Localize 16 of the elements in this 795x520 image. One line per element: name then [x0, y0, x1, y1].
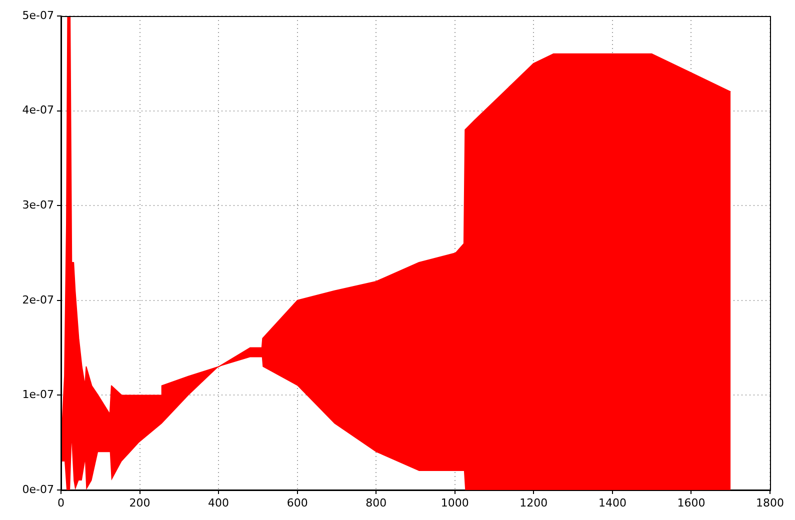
- y-tick-label: 4e-07: [22, 104, 54, 117]
- x-tick-label: 1000: [440, 496, 469, 510]
- x-tick-label: 1400: [598, 496, 626, 510]
- x-tick-label: 800: [366, 496, 387, 510]
- x-tick-label: 600: [286, 496, 308, 510]
- y-tick-label: 0e-07: [22, 482, 54, 496]
- x-tick-label: 400: [208, 496, 230, 510]
- x-tick-label: 1600: [677, 496, 706, 510]
- x-tick-label: 1800: [756, 496, 784, 510]
- x-tick-label: 1200: [520, 496, 548, 510]
- y-tick-label: 5e-07: [22, 8, 54, 22]
- y-tick-label: 3e-07: [22, 198, 54, 212]
- y-tick-label: 1e-07: [22, 388, 54, 402]
- x-tick-label: 0: [58, 496, 64, 510]
- x-tick-label: 200: [129, 496, 150, 510]
- y-tick-label: 2e-07: [22, 293, 54, 306]
